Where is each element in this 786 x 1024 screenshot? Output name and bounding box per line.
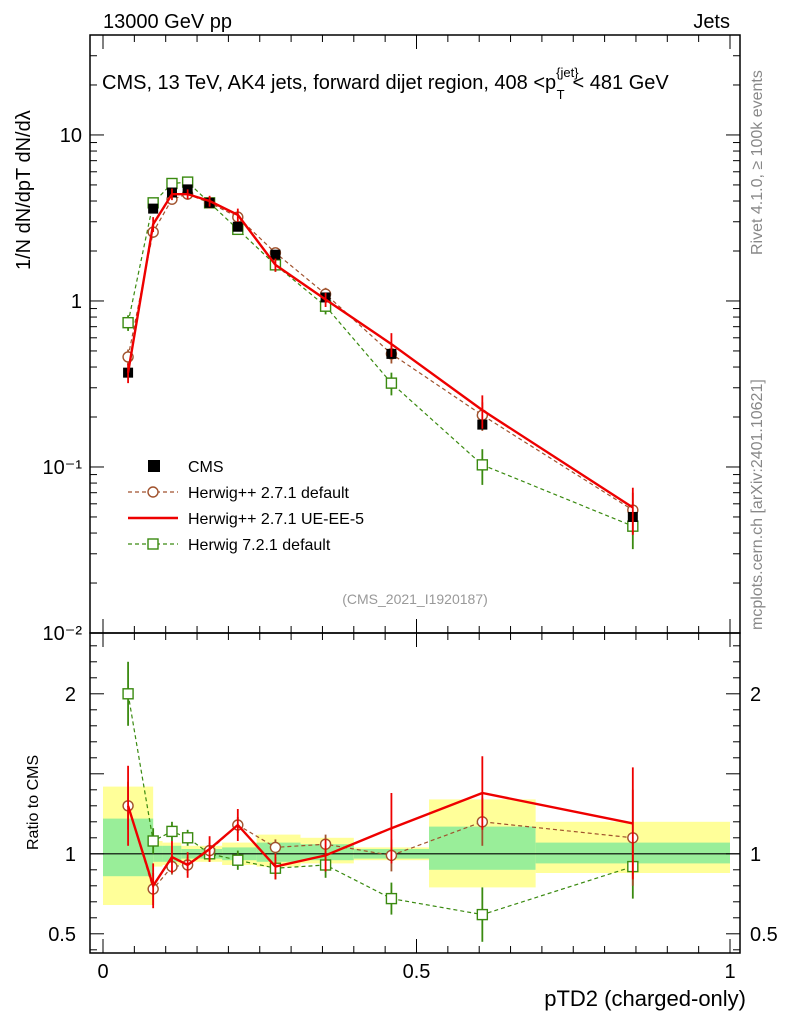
legend-label: Herwig++ 2.7.1 default	[188, 485, 350, 502]
main-herwig-7-2-1-default-point	[476, 459, 489, 471]
side-text-bottom: mcplots.cern.ch [arXiv:2401.10621]	[749, 379, 766, 630]
y-tick-label: 10	[60, 125, 82, 147]
main-herwig-2-7-1-ue-ee-5-line	[126, 192, 634, 509]
main-series	[122, 176, 639, 550]
side-text-top: Rivet 4.1.0, ≥ 100k events	[749, 70, 766, 255]
ylabel-main: 1/N dN/dpT dN/dλ	[13, 110, 35, 270]
xlabel: pTD2 (charged-only)	[544, 986, 746, 1011]
main-herwig-2-7-1-default-line	[127, 193, 634, 511]
main-cms-point	[232, 221, 243, 232]
plot-title-text: CMS, 13 TeV, AK4 jets, forward dijet reg…	[102, 65, 669, 102]
ratio-y-tick-label-right: 0.5	[750, 924, 778, 946]
ratio-herwig-7-2-1-default-point	[166, 825, 178, 838]
legend-marker	[147, 538, 159, 550]
main-herwig-7-2-1-default-point	[122, 316, 134, 329]
main-ticks: 10 1 10⁻¹ 10⁻² 0 0.5 1	[43, 34, 740, 983]
legend-label: Herwig 7.2.1 default	[188, 537, 331, 554]
ratio-herwig-7-2-1-default-point	[181, 832, 194, 844]
ratio-herwig-2-7-1-ue-ee-5-line	[126, 791, 634, 889]
ratio-herwig-7-2-1-default-point	[147, 835, 159, 847]
ratio-frame	[89, 632, 741, 954]
legend-label: CMS	[188, 459, 224, 476]
main-cms-point	[148, 203, 159, 214]
ratio-herwig-7-2-1-default-point	[385, 892, 398, 905]
ratio-series	[122, 661, 639, 942]
legend-marker	[148, 460, 160, 472]
header-left: 13000 GeV pp	[103, 11, 232, 33]
plot-title-tail: < 481 GeV	[573, 72, 670, 94]
plot-title-main: CMS, 13 TeV, AK4 jets, forward dijet reg…	[102, 72, 556, 94]
main-herwig-7-2-1-default-point	[166, 177, 178, 190]
plot-title-sub: T	[557, 87, 565, 102]
ylabel-main-text: 1/N dN/dpT dN/dλ	[13, 110, 35, 270]
ratio-y-tick-label-left: 2	[65, 684, 76, 706]
ratio-herwig-7-2-1-default-point	[232, 854, 244, 866]
ylabel-ratio: Ratio to CMS	[25, 755, 42, 850]
ratio-y-tick-label-right: 1	[750, 844, 761, 866]
ratio-y-tick-label-right: 2	[750, 684, 761, 706]
y-tick-label: 10⁻¹	[43, 457, 83, 479]
analysis-id: (CMS_2021_I1920187)	[342, 591, 488, 607]
header-right: Jets	[693, 11, 730, 33]
x-tick-label: 0	[97, 961, 108, 983]
main-herwig-7-2-1-default-point	[385, 377, 398, 389]
ratio-herwig-7-2-1-default-line	[127, 693, 633, 916]
y-tick-label: 10⁻²	[43, 623, 83, 645]
x-tick-label: 0.5	[403, 961, 431, 983]
ratio-y-tick-label-left: 1	[65, 844, 76, 866]
legend: CMS Herwig++ 2.7.1 default Herwig++ 2.7.1 …	[128, 459, 364, 554]
ratio-ticks: 2 2 1 1 0.5 0.5	[48, 645, 778, 951]
plot-title: CMS, 13 TeV, AK4 jets, forward dijet reg…	[102, 65, 669, 102]
ratio-herwig-2-7-1-default-point	[269, 841, 282, 854]
ratio-herwig-7-2-1-default-point	[122, 688, 134, 700]
x-tick-label: 1	[724, 961, 735, 983]
legend-marker	[147, 486, 159, 498]
ratio-y-tick-label-left: 0.5	[48, 924, 76, 946]
ratio-herwig-7-2-1-default-point	[476, 908, 489, 921]
y-tick-label: 1	[71, 291, 82, 313]
legend-label: Herwig++ 2.7.1 UE-EE-5	[188, 511, 364, 528]
plot-title-sup: {jet}	[556, 65, 579, 80]
main-cms-point	[270, 249, 281, 260]
